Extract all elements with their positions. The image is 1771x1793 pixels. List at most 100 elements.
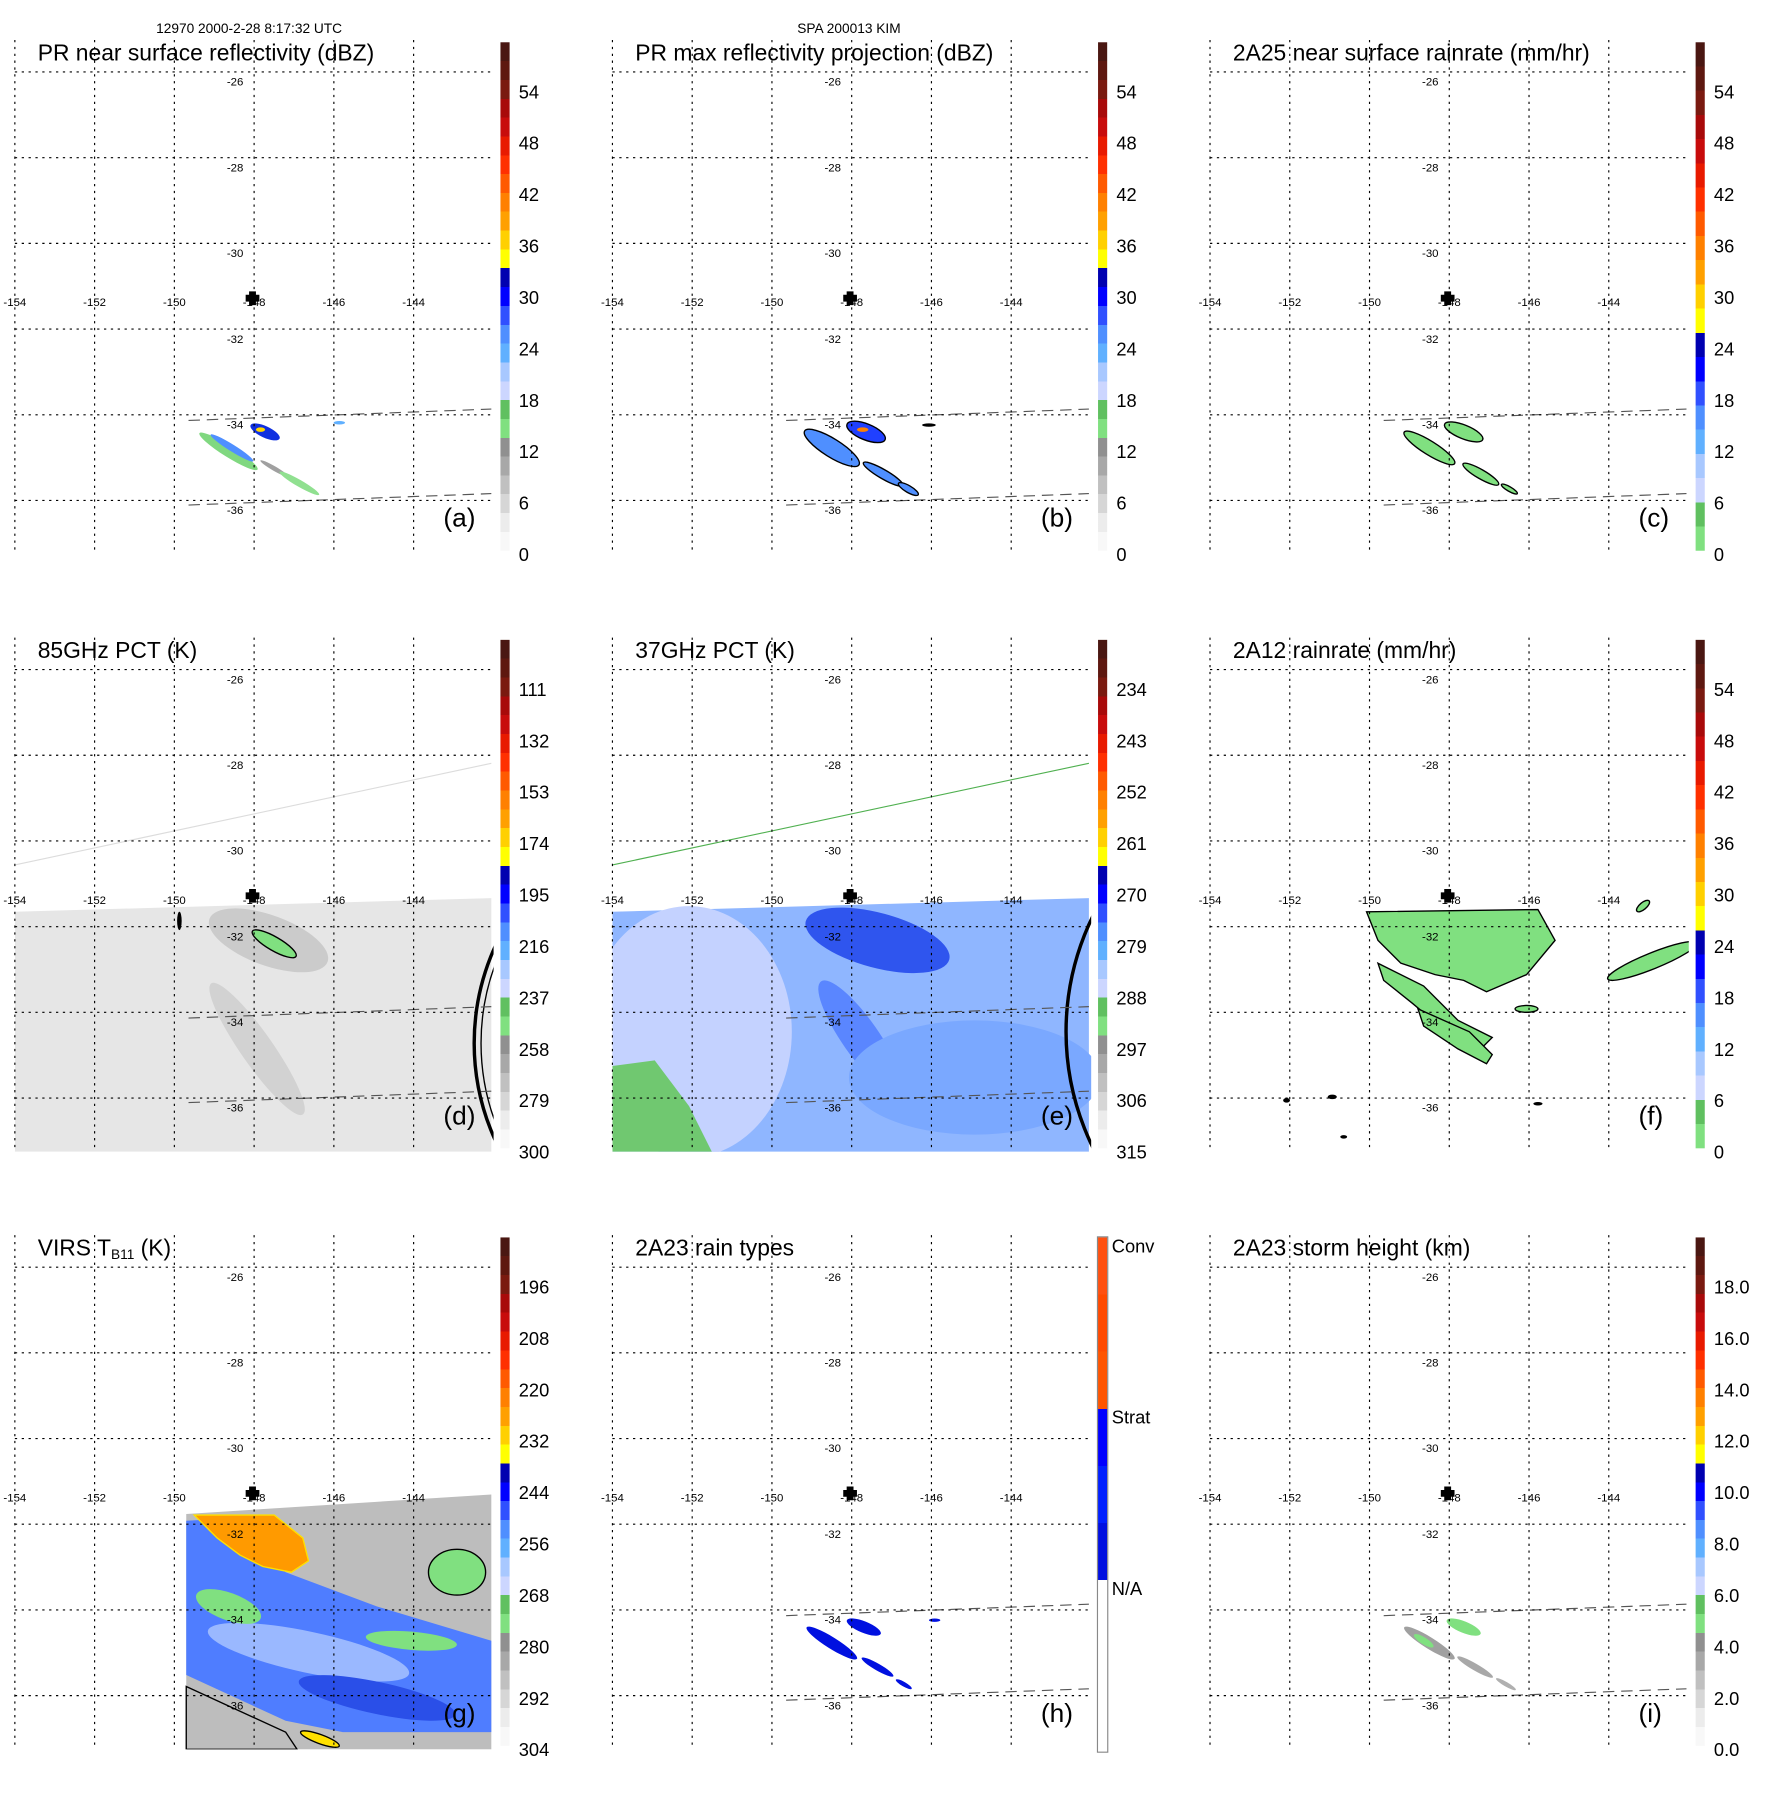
lat-tick-label: -28 [227,760,244,772]
colorbar-tick-label: 243 [1116,732,1147,752]
radar-site-plus-icon [245,1486,260,1501]
lat-tick-label: -30 [824,248,840,260]
colorbar-tick-label: 48 [1713,732,1735,752]
colorbar-tick-label: 30 [1713,886,1735,907]
colorbar-tick-label: 111 [518,680,547,701]
precip-cell [848,1020,1092,1135]
colorbar-tick-label: 0.0 [1713,1741,1740,1761]
panel-letter: (i) [1638,1697,1662,1728]
lat-tick-label: -28 [824,760,840,772]
colorbar-tick-label: 12.0 [1713,1432,1750,1453]
panel-title: 2A25 near surface rainrate (mm/hr) [1233,41,1590,66]
colorbar-tick-label: 6.0 [1713,1587,1740,1607]
title-text: 37GHz PCT (K) [635,638,795,664]
panel-e: -154-152-150-148-146-144-26-28-30-32-34-… [598,598,1196,1196]
radar-site-plus-icon [843,291,857,306]
lat-tick-label: -26 [1422,674,1439,686]
panel-g: -154-152-150-148-146-144-26-28-30-32-34-… [0,1195,598,1793]
precip-cell [928,1618,941,1622]
panel-letter: (e) [1040,1100,1074,1131]
precip-cell [1606,940,1689,982]
title-text: 85GHz PCT (K) [37,638,198,664]
precip-cell [805,907,950,974]
lat-tick-label: -36 [1422,1700,1439,1712]
lon-tick-label: -150 [761,297,784,309]
lat-tick-label: -32 [1422,334,1439,346]
panel-title: 2A23 rain types [635,1236,794,1261]
title-text: PR near surface reflectivity (dBZ) [37,41,375,67]
pr-swath-edge [188,1090,492,1104]
lon-tick-label: -152 [681,297,704,309]
map-plot: -154-152-150-148-146-144-26-28-30-32-34-… [3,637,494,1152]
panel-c: -154-152-150-148-146-144-26-28-30-32-34-… [1195,0,1771,598]
lat-tick-label: -36 [227,1103,244,1115]
lon-tick-label: -150 [163,1492,186,1504]
lon-tick-label: -154 [601,297,624,309]
lat-tick-label: -28 [824,1358,840,1370]
lon-tick-label: -150 [761,1492,784,1504]
colorbar-tick-label: 196 [518,1278,550,1298]
lon-tick-label: -154 [601,895,624,907]
colorbar [1695,639,1705,1149]
colorbar-tick-label: 18 [1713,989,1735,1009]
colorbar-tick-label: 300 [518,1143,550,1164]
lon-tick-label: -150 [1358,1492,1381,1504]
map-plot: -154-152-150-148-146-144-26-28-30-32-34-… [3,1235,494,1750]
colorbar-tick-label: 36 [1713,237,1735,258]
colorbar-tick-label: 36 [1713,835,1735,855]
panel-letter: (f) [1638,1100,1664,1131]
colorbar-tick-label: 208 [518,1329,550,1350]
colorbar-tick-label: 258 [518,1040,550,1061]
map-plot: -154-152-150-148-146-144-26-28-30-32-34-… [601,637,1092,1152]
lon-tick-label: -144 [1597,1492,1620,1504]
title-text: PR max reflectivity projection (dBZ) [635,41,994,67]
colorbar-tick-label: 6 [1713,1092,1725,1112]
precip-cell [195,1589,262,1624]
precip-cell [895,1679,912,1690]
lon-tick-label: -150 [163,297,186,309]
lon-tick-label: -154 [3,297,26,309]
lat-tick-label: -30 [824,846,840,858]
lon-tick-label: -154 [3,1492,26,1504]
lat-tick-label: -32 [227,334,244,346]
panel-title: 85GHz PCT (K) [38,639,198,664]
colorbar [500,639,510,1149]
radar-site-plus-icon [843,1486,857,1501]
lat-tick-label: -32 [1422,931,1439,943]
colorbar-tick-label: 42 [518,186,540,206]
pr-swath-edge [786,1090,1089,1104]
colorbar-tick-label: 2.0 [1713,1689,1740,1710]
colorbar-tick-label: 280 [518,1638,550,1658]
colorbar-tick-label: 244 [518,1484,550,1504]
lon-tick-label: -154 [601,1492,624,1504]
colorbar-tick-label: 48 [1713,134,1735,155]
lat-tick-label: -34 [824,419,841,431]
lat-tick-label: -30 [1422,248,1439,260]
colorbar-tick-label: 256 [518,1535,550,1556]
radar-site-plus-icon [1440,888,1455,903]
colorbar-tick-label: 18 [518,391,540,412]
colorbar-tick-label: 54 [1713,680,1735,701]
colorbar-tick-label: 24 [1713,938,1735,958]
precip-cell [251,929,297,959]
panel-f: -154-152-150-148-146-144-26-28-30-32-34-… [1195,598,1771,1196]
lat-tick-label: -34 [1422,1615,1439,1627]
warm-region [185,1685,298,1750]
colorbar-tick-label: 42 [1713,186,1735,206]
colorbar-tick-label: 0 [1116,546,1127,566]
pr-swath-edge [1383,493,1687,506]
data-field [185,1494,492,1750]
colorbar [1098,639,1108,1149]
panel-letter: (g) [443,1697,476,1728]
colorbar-tick-label: 195 [518,886,550,907]
precip-cell [1635,899,1651,913]
colorbar-tick-label: 42 [1116,186,1137,206]
lon-tick-label: -152 [1278,1492,1301,1504]
precip-cell [1462,462,1500,486]
contour-arc [1064,915,1092,1148]
colorbar-tick-label: 30 [1116,289,1137,309]
map-plot: -154-152-150-148-146-144-26-28-30-32-34-… [601,39,1092,555]
pr-swath-edge [786,1006,1089,1019]
lat-tick-label: -28 [227,1358,244,1370]
lat-tick-label: -30 [227,846,244,858]
